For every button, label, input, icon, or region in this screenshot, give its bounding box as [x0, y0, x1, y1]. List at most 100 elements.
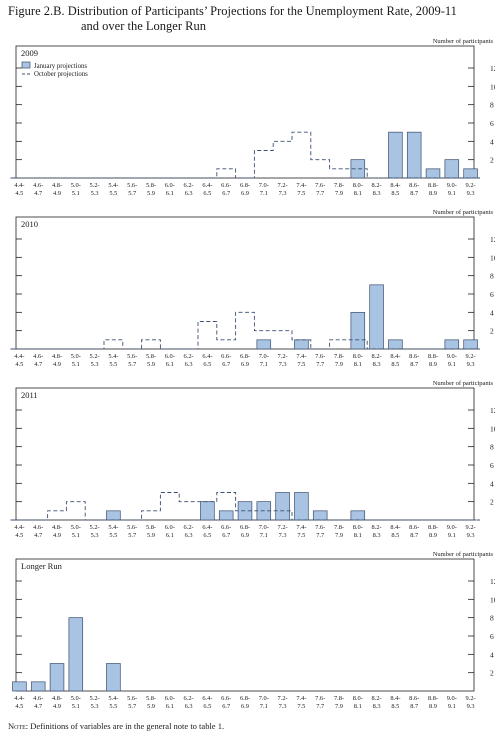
x-tick-label: 6.6-6.7: [221, 524, 231, 539]
x-tick-label: 4.4-4.5: [14, 353, 24, 368]
figure-title: Figure 2.B. Distribution of Participants…: [8, 4, 492, 34]
y-tick-label: 12: [490, 577, 495, 586]
x-tick-label: 9.2-9.3: [466, 182, 476, 197]
y-tick-label: 4: [490, 137, 494, 146]
y-tick-label: 12: [490, 64, 495, 73]
x-tick-label: 7.6-7.7: [315, 353, 325, 368]
panel-2010: Number of participants 2 4 6 8 10 12 2010 4.4-4.…: [4, 206, 495, 368]
x-tick-label: 7.6-7.7: [315, 182, 325, 197]
x-tick-label: 8.2-8.3: [372, 182, 382, 197]
x-tick-label: 5.6-5.7: [127, 695, 137, 710]
x-tick-label: 5.0-5.1: [71, 695, 81, 710]
panel-title: 2009: [21, 48, 38, 58]
x-tick-label: 7.0-7.1: [259, 524, 269, 539]
x-tick-label: 9.0-9.1: [447, 353, 457, 368]
x-tick-label: 8.2-8.3: [372, 695, 382, 710]
x-tick-label: 5.0-5.1: [71, 182, 81, 197]
legend-label-october: October projections: [34, 71, 88, 78]
october-projection-line: [10, 131, 480, 179]
y-tick-label: 2: [490, 669, 494, 678]
x-tick-label: 6.8-6.9: [240, 524, 250, 539]
x-tick-label: 4.6-4.7: [33, 353, 43, 368]
y-tick-label: 6: [490, 632, 494, 641]
x-tick-label: 8.0-8.1: [353, 695, 363, 710]
y-tick-label: 4: [490, 308, 494, 317]
x-tick-label: 6.4-6.5: [202, 182, 212, 197]
x-tick-label: 7.6-7.7: [315, 524, 325, 539]
chart-longer-run: Number of participants 2 4 6 8 10 12 Longer Run…: [12, 551, 495, 710]
x-tick-label: 7.4-7.5: [296, 524, 306, 539]
x-tick-label: 8.4-8.5: [390, 695, 400, 710]
x-tick-label: 7.2-7.3: [278, 353, 288, 368]
panel-title: 2010: [21, 219, 38, 229]
y-tick-label: 8: [490, 443, 494, 452]
note-text: Definitions of variables are in the gene…: [30, 721, 225, 731]
x-tick-label: 6.6-6.7: [221, 695, 231, 710]
bar-january: [444, 339, 460, 350]
chart-2011: Number of participants 2 4 6 8 10 12 2011 4.4-4.…: [10, 380, 495, 539]
x-tick-label: 4.6-4.7: [33, 695, 43, 710]
x-tick-label: 8.8-8.9: [428, 524, 438, 539]
chart-2009: Number of participants 2 4 6 8 10 12 2009 Januar…: [10, 38, 495, 197]
x-tick-label: 9.2-9.3: [466, 353, 476, 368]
y-tick-label: 4: [490, 479, 494, 488]
y-tick-label: 6: [490, 119, 494, 128]
x-tick-label: 5.2-5.3: [90, 353, 100, 368]
x-tick-label: 4.8-4.9: [52, 182, 62, 197]
x-tick-label: 5.4-5.5: [108, 353, 118, 368]
x-tick-label: 8.4-8.5: [390, 182, 400, 197]
x-tick-label: 8.8-8.9: [428, 695, 438, 710]
x-tick-label: 7.8-7.9: [334, 695, 344, 710]
bar-january: [406, 131, 422, 179]
x-tick-label: 4.4-4.5: [14, 695, 24, 710]
x-tick-label: 5.4-5.5: [108, 182, 118, 197]
x-tick-label: 6.6-6.7: [221, 182, 231, 197]
y-axis-label: Number of participants: [433, 380, 494, 387]
x-tick-label: 5.6-5.7: [127, 524, 137, 539]
x-tick-label: 6.4-6.5: [202, 524, 212, 539]
x-tick-label: 5.8-5.9: [146, 182, 156, 197]
x-tick-label: 8.2-8.3: [372, 353, 382, 368]
x-tick-label: 5.6-5.7: [127, 182, 137, 197]
x-tick-label: 5.4-5.5: [108, 695, 118, 710]
x-tick-label: 9.0-9.1: [447, 524, 457, 539]
x-tick-label: 6.4-6.5: [202, 353, 212, 368]
x-tick-label: 5.0-5.1: [71, 524, 81, 539]
y-tick-label: 2: [490, 327, 494, 336]
x-tick-label: 8.6-8.7: [409, 524, 419, 539]
x-tick-label: 5.0-5.1: [71, 353, 81, 368]
x-tick-label: 7.4-7.5: [296, 182, 306, 197]
x-tick-label: 7.4-7.5: [296, 695, 306, 710]
x-axis-label: Percent range: [226, 709, 264, 710]
october-projection-line: [10, 311, 480, 350]
bar-january: [312, 510, 328, 521]
y-axis-label: Number of participants: [433, 551, 494, 558]
x-tick-label: 6.6-6.7: [221, 353, 231, 368]
y-tick-label: 10: [490, 82, 495, 91]
x-tick-label: 5.8-5.9: [146, 695, 156, 710]
x-tick-label: 7.8-7.9: [334, 524, 344, 539]
bar-january: [350, 510, 366, 521]
x-tick-label: 5.8-5.9: [146, 524, 156, 539]
x-tick-label: 5.6-5.7: [127, 353, 137, 368]
x-tick-label: 7.8-7.9: [334, 182, 344, 197]
x-tick-label: 5.2-5.3: [90, 695, 100, 710]
bar-january: [106, 663, 121, 692]
legend-swatch-january: [21, 61, 31, 69]
x-tick-label: 5.2-5.3: [90, 524, 100, 539]
chart-2010: Number of participants 2 4 6 8 10 12 2010 4.4-4.…: [10, 209, 495, 368]
bar-january: [294, 492, 309, 521]
y-tick-label: 10: [490, 253, 495, 262]
y-tick-label: 6: [490, 461, 494, 470]
bar-january: [30, 681, 46, 692]
panel-2011: Number of participants 2 4 6 8 10 12 2011 4.4-4.…: [4, 377, 495, 539]
x-tick-label: 6.0-6.1: [165, 353, 175, 368]
x-tick-label: 7.2-7.3: [278, 524, 288, 539]
bar-january: [294, 339, 309, 350]
x-tick-label: 8.8-8.9: [428, 182, 438, 197]
y-tick-label: 10: [490, 424, 495, 433]
x-tick-label: 7.2-7.3: [278, 695, 288, 710]
plot-frame: [15, 387, 475, 521]
y-tick-label: 6: [490, 290, 494, 299]
x-tick-label: 5.2-5.3: [90, 182, 100, 197]
